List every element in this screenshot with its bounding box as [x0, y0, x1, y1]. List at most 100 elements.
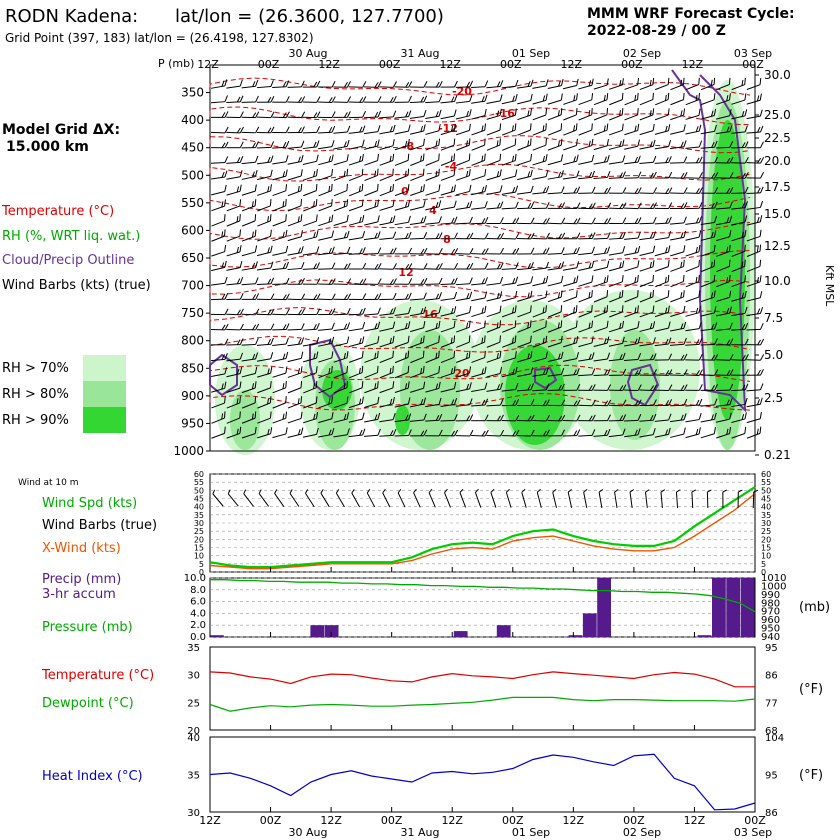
wind-barb-shaft — [517, 114, 531, 121]
wind-barb-flag — [560, 108, 563, 115]
wind-barb-shaft — [471, 129, 485, 136]
wind-barb-flag — [698, 172, 703, 179]
wind-barb — [471, 232, 489, 240]
wind-barb-flag — [359, 248, 363, 254]
wind-barb-flag — [438, 350, 440, 358]
wind-barb-flag — [698, 306, 701, 313]
wind-barb-shaft — [379, 190, 394, 197]
wind-barb-shaft — [624, 84, 638, 90]
wind-barb — [364, 199, 380, 212]
wind-barb-shaft — [471, 404, 486, 407]
wind-barb-flag — [515, 94, 518, 101]
wind-10m-barb — [243, 489, 254, 507]
wind-barb-shaft — [639, 343, 654, 347]
legend-rh: RH (%, WRT liq. wat.) — [2, 229, 140, 244]
wind-barb — [746, 426, 762, 439]
wind-barb-flag — [512, 218, 517, 224]
wind-barb-shaft — [241, 205, 256, 212]
wind-barb-flag — [499, 429, 505, 437]
wind-barb-shaft — [425, 144, 439, 151]
wind-barb — [563, 108, 578, 121]
wind-barb — [700, 427, 716, 439]
wind-barb — [624, 260, 640, 272]
wind-barb-shaft — [490, 492, 497, 508]
wind-barb — [562, 399, 581, 407]
wind-barb — [700, 140, 718, 149]
wind-10m-barb — [521, 488, 527, 508]
wind-barb — [456, 320, 471, 333]
wind-barb — [624, 290, 639, 303]
wind-barb-shaft — [425, 115, 440, 120]
wind-barb — [333, 214, 349, 226]
wind-barb-flag — [530, 138, 532, 146]
wind-barb-flag — [634, 94, 637, 101]
wind-barb-shaft — [532, 311, 547, 318]
wind-barb — [364, 396, 380, 408]
wind-barb-flag — [362, 262, 367, 270]
wind-barb — [517, 138, 532, 151]
wind-barb-shaft — [502, 326, 516, 333]
wind-barb — [578, 154, 595, 165]
wind-barb-flag — [221, 80, 225, 87]
wind-barb-shaft — [731, 265, 745, 273]
wind-barb — [425, 80, 443, 88]
wind-barb-shaft — [318, 190, 332, 197]
wind-barb — [639, 428, 656, 438]
wind-barb-shaft — [624, 327, 638, 333]
wind-barb — [486, 108, 502, 120]
wind-barb-flag — [637, 245, 641, 253]
wind-barb-flag — [297, 156, 301, 163]
wind-barb — [670, 92, 685, 106]
wind-barb-shaft — [210, 358, 226, 362]
wind-barb-flag — [343, 382, 346, 389]
wind-barb — [440, 200, 457, 211]
wind-barb-flag — [729, 141, 734, 148]
wind-barb-shaft — [394, 298, 409, 301]
wind-barb-flag — [236, 127, 241, 134]
wind-barb-flag — [683, 187, 688, 194]
wind-barb-flag — [588, 140, 591, 147]
wind-barb-flag — [760, 186, 764, 194]
wind-barb-shaft — [471, 100, 486, 104]
wind-barb-flag — [224, 111, 229, 118]
wind-barb — [746, 200, 764, 210]
wind-barb-shaft — [394, 327, 409, 332]
wind-barb — [685, 172, 703, 179]
wind-barb-flag — [454, 414, 458, 421]
wind-barb-flag — [606, 290, 609, 297]
wind-barb-flag — [267, 96, 272, 103]
wind-barb-flag — [515, 247, 520, 255]
wind-barb-shaft — [669, 404, 685, 407]
wind-10m-barb — [490, 488, 497, 508]
wind-barb-shaft — [716, 251, 730, 257]
wind-barb-flag — [515, 201, 519, 209]
wind-barb — [364, 381, 379, 394]
wind-barb-flag — [251, 413, 254, 420]
wind-barb-shaft — [287, 433, 302, 438]
wind-barb-shaft — [578, 342, 593, 348]
wind-barb — [670, 230, 687, 241]
wind-tick-label: 20 — [194, 535, 204, 544]
wind-barb — [364, 350, 379, 363]
wind-barb — [333, 139, 350, 150]
wind-barb-flag — [331, 308, 336, 315]
wind-10m-barb — [413, 488, 421, 508]
wind-barb-flag — [236, 309, 241, 315]
wind-barb-shaft — [394, 372, 409, 379]
wind-barb-flag — [603, 94, 606, 101]
wind-barb-shaft — [302, 343, 317, 347]
wind-barb-shaft — [639, 251, 654, 256]
wind-barb-flag — [285, 111, 290, 118]
wind-barb-shaft — [624, 129, 638, 136]
wind-barb — [471, 335, 486, 348]
wind-barb — [731, 109, 748, 120]
wind-barb-flag — [512, 400, 517, 406]
wind-barb-shaft — [501, 85, 516, 89]
wind-barb-flag — [665, 188, 670, 194]
wind-barb-flag — [374, 201, 377, 208]
wind-barb — [655, 92, 670, 106]
wind-barb-flag — [298, 338, 302, 345]
wind-barb-flag — [236, 246, 240, 253]
wind-barb — [471, 185, 488, 196]
wind-barb — [593, 305, 609, 318]
